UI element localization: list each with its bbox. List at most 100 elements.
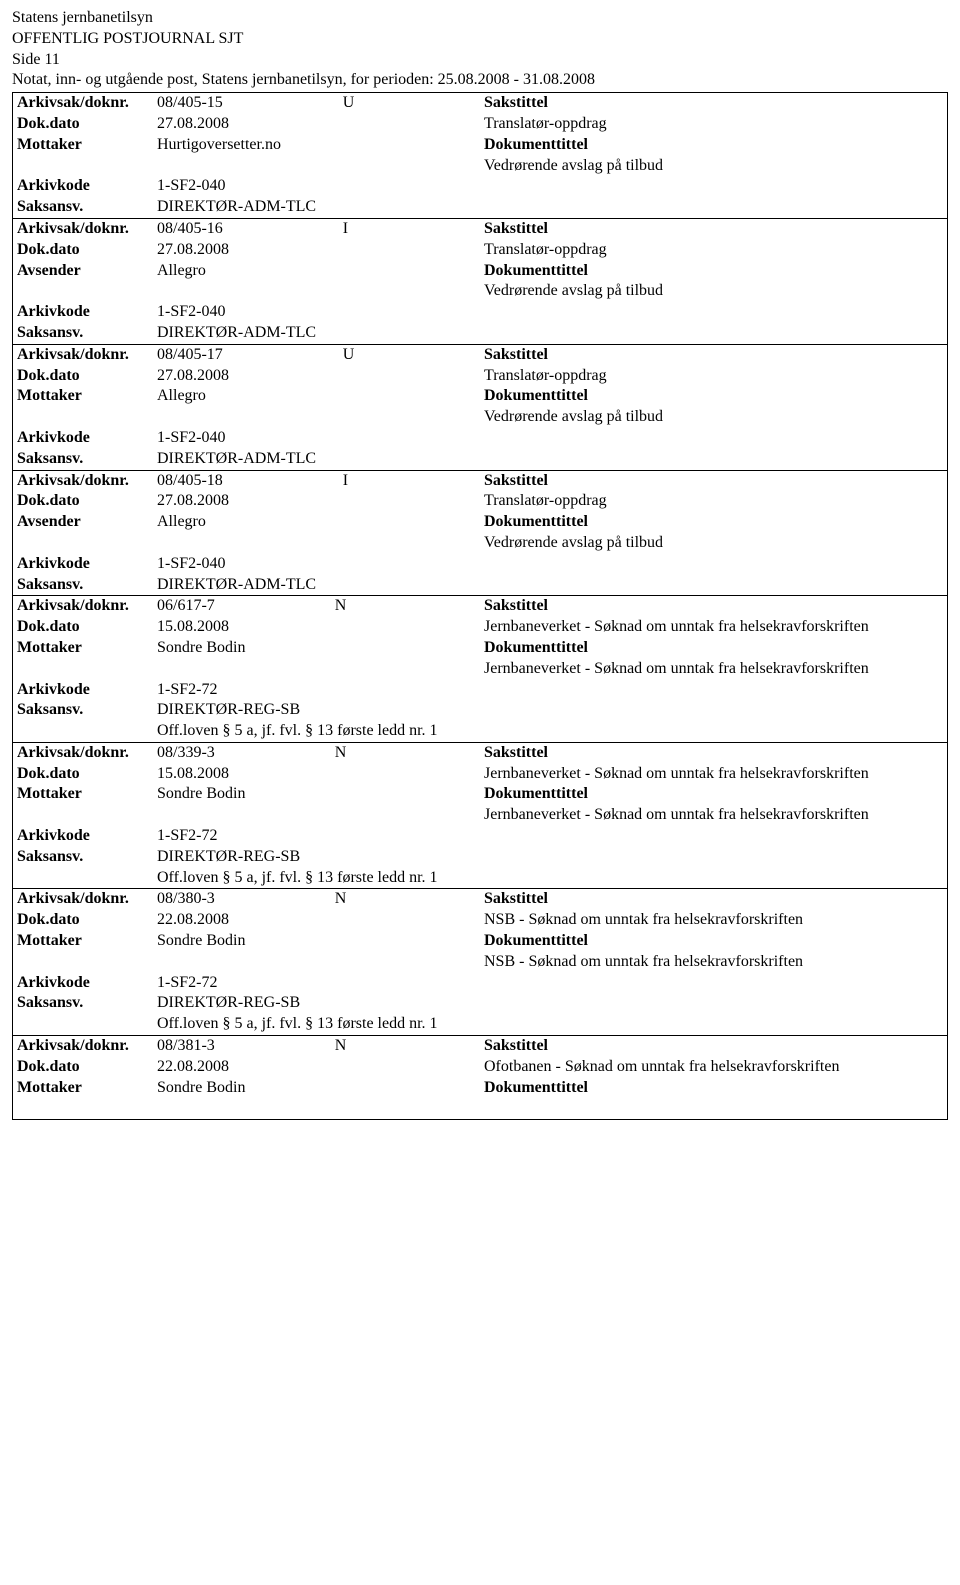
- dokdato-value: 27.08.2008: [157, 491, 476, 512]
- arkivkode-label: Arkivkode: [17, 302, 157, 323]
- journal-entry: Arkivsak/doknr.08/405-16IDok.dato27.08.2…: [12, 218, 948, 345]
- dokdato-label: Dok.dato: [17, 240, 157, 261]
- dokdato-label: Dok.dato: [17, 114, 157, 135]
- dokumenttittel-label: Dokumenttittel: [484, 1079, 588, 1096]
- case-id-value: 08/339-3N: [157, 743, 476, 764]
- period-note: Notat, inn- og utgående post, Statens je…: [12, 70, 948, 91]
- party-value: Allegro: [157, 386, 476, 407]
- sakstittel-value: Jernbaneverket - Søknad om unntak fra he…: [484, 764, 943, 785]
- dokumenttittel-label: Dokumenttittel: [484, 932, 588, 949]
- sakstittel-label: Sakstittel: [484, 597, 548, 614]
- case-id-value: 08/405-17U: [157, 345, 476, 366]
- journal-entry: Arkivsak/doknr.08/405-15UDok.dato27.08.2…: [12, 92, 948, 219]
- party-label: Mottaker: [17, 1078, 157, 1099]
- arkivsak-label: Arkivsak/doknr.: [17, 743, 157, 764]
- sakstittel-label: Sakstittel: [484, 220, 548, 237]
- arkivkode-label: Arkivkode: [17, 973, 157, 994]
- case-id-value: 08/405-15U: [157, 93, 476, 114]
- journal-entry: Arkivsak/doknr.08/405-18IDok.dato27.08.2…: [12, 470, 948, 597]
- case-id-value: 06/617-7N: [157, 596, 476, 617]
- arkivkode-value: 1-SF2-040: [157, 302, 476, 323]
- dokumenttittel-value: Vedrørende avslag på tilbud: [484, 281, 943, 302]
- exemption-text: Off.loven § 5 a, jf. fvl. § 13 første le…: [157, 1014, 476, 1035]
- saksansv-value: DIREKTØR-ADM-TLC: [157, 323, 476, 344]
- dokdato-label: Dok.dato: [17, 910, 157, 931]
- party-value: Sondre Bodin: [157, 931, 476, 952]
- dokumenttittel-label: Dokumenttittel: [484, 639, 588, 656]
- dokdato-label: Dok.dato: [17, 491, 157, 512]
- party-value: Sondre Bodin: [157, 1078, 476, 1099]
- saksansv-label: Saksansv.: [17, 197, 157, 218]
- sakstittel-value: Ofotbanen - Søknad om unntak fra helsekr…: [484, 1057, 943, 1078]
- sakstittel-value: Translatør-oppdrag: [484, 240, 943, 261]
- sakstittel-value: Jernbaneverket - Søknad om unntak fra he…: [484, 617, 943, 638]
- sakstittel-label: Sakstittel: [484, 472, 548, 489]
- journal-entry: Arkivsak/doknr.06/617-7NDok.dato15.08.20…: [12, 595, 948, 743]
- journal-title: OFFENTLIG POSTJOURNAL SJT: [12, 29, 948, 50]
- dokumenttittel-label: Dokumenttittel: [484, 387, 588, 404]
- saksansv-label: Saksansv.: [17, 847, 157, 868]
- dokdato-value: 15.08.2008: [157, 764, 476, 785]
- case-id-value: 08/405-16I: [157, 219, 476, 240]
- party-label: Mottaker: [17, 638, 157, 659]
- arkivkode-label: Arkivkode: [17, 176, 157, 197]
- arkivkode-value: 1-SF2-040: [157, 176, 476, 197]
- saksansv-label: Saksansv.: [17, 993, 157, 1014]
- journal-entry: Arkivsak/doknr.08/381-3NDok.dato22.08.20…: [12, 1035, 948, 1120]
- saksansv-value: DIREKTØR-ADM-TLC: [157, 197, 476, 218]
- dokdato-value: 22.08.2008: [157, 910, 476, 931]
- arkivsak-label: Arkivsak/doknr.: [17, 93, 157, 114]
- party-label: Mottaker: [17, 784, 157, 805]
- dokumenttittel-value: Jernbaneverket - Søknad om unntak fra he…: [484, 659, 943, 680]
- party-label: Avsender: [17, 261, 157, 282]
- dokumenttittel-label: Dokumenttittel: [484, 136, 588, 153]
- arkivsak-label: Arkivsak/doknr.: [17, 345, 157, 366]
- dokumenttittel-label: Dokumenttittel: [484, 785, 588, 802]
- saksansv-value: DIREKTØR-ADM-TLC: [157, 449, 476, 470]
- party-value: Allegro: [157, 512, 476, 533]
- dokumenttittel-value: Vedrørende avslag på tilbud: [484, 407, 943, 428]
- arkivkode-value: 1-SF2-72: [157, 680, 476, 701]
- saksansv-value: DIREKTØR-ADM-TLC: [157, 575, 476, 596]
- saksansv-label: Saksansv.: [17, 700, 157, 721]
- exemption-text: Off.loven § 5 a, jf. fvl. § 13 første le…: [157, 868, 476, 889]
- sakstittel-label: Sakstittel: [484, 346, 548, 363]
- arkivsak-label: Arkivsak/doknr.: [17, 1036, 157, 1057]
- saksansv-label: Saksansv.: [17, 323, 157, 344]
- saksansv-label: Saksansv.: [17, 575, 157, 596]
- arkivkode-value: 1-SF2-72: [157, 973, 476, 994]
- case-id-value: 08/381-3N: [157, 1036, 476, 1057]
- arkivsak-label: Arkivsak/doknr.: [17, 219, 157, 240]
- exemption-text: Off.loven § 5 a, jf. fvl. § 13 første le…: [157, 721, 476, 742]
- sakstittel-value: Translatør-oppdrag: [484, 366, 943, 387]
- sakstittel-value: NSB - Søknad om unntak fra helsekravfors…: [484, 910, 943, 931]
- journal-entry: Arkivsak/doknr.08/405-17UDok.dato27.08.2…: [12, 344, 948, 471]
- party-value: Sondre Bodin: [157, 638, 476, 659]
- sakstittel-label: Sakstittel: [484, 1037, 548, 1054]
- arkivkode-label: Arkivkode: [17, 554, 157, 575]
- party-label: Mottaker: [17, 386, 157, 407]
- sakstittel-value: Translatør-oppdrag: [484, 491, 943, 512]
- arkivsak-label: Arkivsak/doknr.: [17, 596, 157, 617]
- sakstittel-value: Translatør-oppdrag: [484, 114, 943, 135]
- arkivkode-value: 1-SF2-72: [157, 826, 476, 847]
- dokumenttittel-label: Dokumenttittel: [484, 513, 588, 530]
- dokdato-label: Dok.dato: [17, 764, 157, 785]
- sakstittel-label: Sakstittel: [484, 744, 548, 761]
- dokumenttittel-value: Vedrørende avslag på tilbud: [484, 156, 943, 177]
- org-name: Statens jernbanetilsyn: [12, 8, 948, 29]
- party-value: Hurtigoversetter.no: [157, 135, 476, 156]
- party-value: Allegro: [157, 261, 476, 282]
- page-header: Statens jernbanetilsyn OFFENTLIG POSTJOU…: [12, 8, 948, 91]
- arkivkode-label: Arkivkode: [17, 428, 157, 449]
- arkivkode-value: 1-SF2-040: [157, 554, 476, 575]
- saksansv-value: DIREKTØR-REG-SB: [157, 993, 476, 1014]
- sakstittel-label: Sakstittel: [484, 890, 548, 907]
- dokumenttittel-label: Dokumenttittel: [484, 262, 588, 279]
- dokdato-value: 22.08.2008: [157, 1057, 476, 1078]
- entries-container: Arkivsak/doknr.08/405-15UDok.dato27.08.2…: [12, 92, 948, 1120]
- party-label: Mottaker: [17, 135, 157, 156]
- arkivkode-value: 1-SF2-040: [157, 428, 476, 449]
- dokdato-value: 15.08.2008: [157, 617, 476, 638]
- case-id-value: 08/380-3N: [157, 889, 476, 910]
